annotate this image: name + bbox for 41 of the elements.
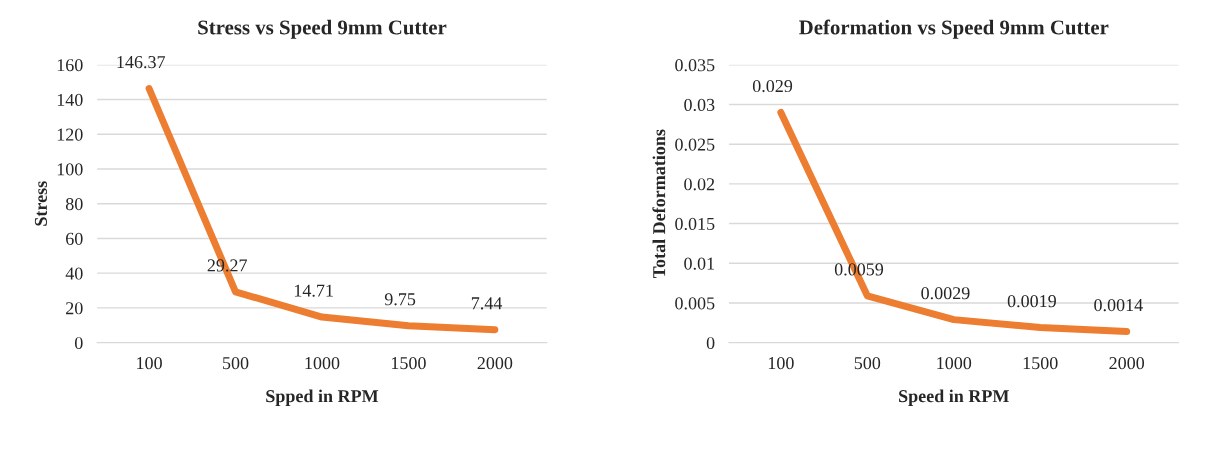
y-axis-title: Stress (34, 181, 47, 226)
y-tick-label: 80 (65, 197, 83, 211)
data-label: 146.37 (117, 56, 166, 69)
y-tick-label: 120 (57, 128, 83, 141)
y-tick-label: 0.02 (684, 178, 715, 191)
x-tick-label: 2000 (1109, 357, 1145, 370)
data-label: 0.0029 (921, 287, 970, 300)
x-tick-label: 500 (854, 357, 881, 370)
y-tick-label: 160 (57, 59, 83, 72)
x-tick-label: 1500 (1023, 357, 1058, 370)
y-tick-label: 40 (65, 267, 83, 280)
y-tick-label: 0 (706, 336, 715, 350)
y-tick-label: 100 (57, 163, 83, 176)
y-tick-label: 0.015 (675, 217, 715, 231)
data-label: 7.44 (471, 297, 503, 310)
data-label: 9.75 (384, 293, 416, 306)
x-tick-label: 100 (137, 357, 162, 370)
y-tick-label: 0.035 (675, 59, 715, 72)
y-tick-label: 0.03 (684, 98, 715, 112)
x-tick-label: 500 (223, 357, 249, 370)
chart-title: Stress vs Speed 9mm Cutter (198, 19, 447, 39)
y-tick-label: 140 (57, 93, 83, 106)
x-tick-label: 1000 (305, 357, 340, 370)
y-tick-label: 60 (66, 232, 83, 245)
data-label: 0.0014 (1094, 298, 1143, 312)
y-tick-label: 0.005 (675, 297, 715, 310)
y-tick-label: 20 (66, 302, 83, 315)
x-axis-title: Speed in RPM (899, 389, 1009, 406)
x-axis-title: Spped in RPM (266, 389, 379, 406)
y-axis-title: Total Deformations (652, 129, 666, 279)
x-tick-label: 100 (768, 357, 794, 370)
data-label: 0.0019 (1007, 295, 1056, 308)
data-label: 0.029 (752, 79, 793, 93)
x-tick-label: 2000 (477, 357, 513, 370)
x-tick-label: 1000 (937, 357, 972, 370)
chart-title: Deformation vs Speed 9mm Cutter (799, 19, 1109, 39)
y-tick-label: 0.025 (675, 138, 715, 151)
y-tick-label: 0 (74, 336, 83, 350)
y-tick-label: 0.01 (684, 257, 715, 270)
x-tick-label: 1500 (391, 357, 426, 370)
data-label: 14.71 (294, 284, 333, 297)
